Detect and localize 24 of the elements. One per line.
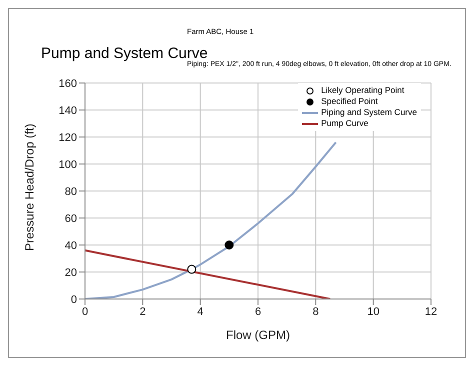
legend-label: Pump Curve — [321, 118, 368, 129]
y-tick-label: 140 — [58, 104, 77, 117]
y-tick-label: 100 — [58, 158, 77, 171]
y-axis-title: Pressure Head/Drop (ft) — [22, 124, 36, 251]
y-tick-label: 40 — [64, 240, 77, 252]
y-tick-label: 60 — [64, 212, 77, 225]
x-tick-label: 6 — [254, 306, 262, 318]
legend-label: Piping and System Curve — [321, 107, 417, 118]
legend-label: Specified Point — [321, 96, 378, 107]
y-tick-label: 80 — [64, 186, 77, 198]
y-tick-label: 160 — [58, 78, 77, 90]
x-tick-label: 10 — [367, 306, 380, 318]
y-tick-label: 20 — [64, 266, 77, 279]
y-tick-label: 120 — [58, 132, 77, 144]
x-tick-label: 12 — [424, 306, 438, 318]
line-series — [85, 141, 337, 299]
x-tick-label: 8 — [312, 306, 319, 318]
x-tick-label: 4 — [197, 306, 204, 318]
x-tick-label: 2 — [140, 306, 146, 318]
x-axis-title: Flow (GPM) — [226, 328, 290, 342]
legend-label: Likely Operating Point — [321, 85, 404, 96]
chart-title: Pump and System Curve — [41, 45, 208, 62]
y-tick-label: 0 — [70, 294, 77, 306]
x-tick-label: 0 — [82, 306, 88, 318]
